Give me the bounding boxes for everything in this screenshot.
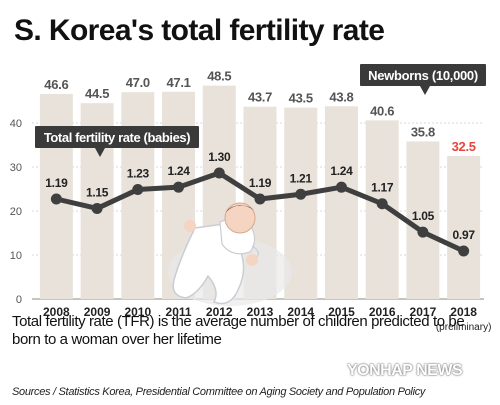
tfr-point — [335, 181, 347, 193]
chart-title: S. Korea's total fertility rate — [14, 14, 384, 47]
source-note: Sources / Statistics Korea, Presidential… — [12, 386, 426, 398]
tfr-point — [91, 202, 103, 214]
tfr-point — [376, 198, 388, 210]
x-tick-label: 2011 — [166, 305, 192, 319]
bar-value-label: 43.8 — [329, 89, 353, 104]
x-tick-label: 2010 — [124, 305, 151, 319]
bar-value-label: 43.7 — [248, 90, 272, 105]
x-tick-label: 2018 — [450, 305, 477, 319]
tfr-value-label: 1.05 — [412, 209, 435, 223]
bar-labels: 46.6 44.5 47.0 47.1 48.5 43.7 43.5 43.8 40.6 35.8… — [44, 69, 476, 154]
tfr-point — [50, 193, 62, 205]
bar — [324, 106, 358, 299]
tfr-value-label: 1.21 — [290, 171, 313, 185]
tfr-legend: Total fertility rate (babies) — [35, 126, 199, 157]
x-tick-label: 2009 — [84, 305, 111, 319]
bar — [406, 141, 440, 299]
line-series — [50, 167, 470, 257]
x-tick-label: 2012 — [206, 305, 233, 319]
tfr-legend-label: Total fertility rate (babies) — [44, 130, 190, 145]
y-tick-label: 30 — [10, 162, 22, 174]
tfr-point — [254, 193, 266, 205]
x-tick-label: 2008 — [43, 305, 70, 319]
bar-value-label: 47.0 — [126, 75, 150, 90]
x-tick-label: 2014 — [287, 305, 314, 319]
bar-value-label: 43.5 — [289, 91, 313, 106]
tfr-value-label: 1.30 — [208, 150, 231, 164]
x-axis-ticks: 2008 2009 2010 2011 2012 2013 2014 2015 2016 2017… — [43, 305, 477, 319]
bar-value-label: 44.5 — [85, 86, 109, 101]
x-tick-label: 2016 — [369, 305, 396, 319]
baby-illustration — [168, 202, 292, 306]
tfr-value-label: 1.19 — [249, 176, 272, 190]
bar-value-label: 46.6 — [44, 77, 68, 92]
tfr-point — [213, 167, 225, 179]
y-tick-label: 0 — [16, 294, 22, 306]
x-tick-label: 2017 — [410, 305, 437, 319]
y-tick-label: 20 — [10, 206, 22, 218]
newborns-legend: Newborns (10,000) — [360, 64, 486, 95]
newborns-legend-label: Newborns (10,000) — [368, 68, 478, 83]
tfr-value-label: 1.15 — [86, 185, 109, 199]
y-tick-label: 10 — [10, 250, 22, 262]
bar-value-label: 47.1 — [166, 75, 190, 90]
tfr-value-label: 1.17 — [371, 181, 394, 195]
tfr-value-label: 1.19 — [45, 176, 68, 190]
tfr-point — [458, 245, 470, 257]
bar-value-label: 40.6 — [370, 103, 394, 118]
x-tick-label: 2015 — [328, 305, 355, 319]
x-tick-label: 2013 — [247, 305, 274, 319]
bar-value-label: 35.8 — [411, 124, 435, 139]
tfr-value-label: 1.24 — [330, 164, 353, 178]
yonhap-watermark: YONHAP NEWS — [347, 362, 463, 379]
tfr-point — [132, 184, 144, 196]
definition-caption: Total fertility rate (TFR) is the averag… — [12, 313, 465, 348]
bar-value-label: 32.5 — [452, 139, 476, 154]
tfr-value-label: 1.23 — [127, 167, 150, 181]
line-labels: 1.19 1.15 1.23 1.24 1.30 1.19 1.21 1.24 1.17 1.05… — [45, 150, 475, 242]
tfr-value-label: 0.97 — [453, 228, 476, 242]
tfr-point — [173, 181, 185, 193]
tfr-point — [417, 226, 429, 238]
bar — [447, 156, 481, 299]
preliminary-note: (preliminary) — [436, 322, 492, 333]
y-axis-ticks: 0 10 20 30 40 — [10, 118, 22, 306]
tfr-value-label: 1.24 — [167, 164, 190, 178]
tfr-point — [295, 188, 307, 200]
bar-value-label: 48.5 — [207, 69, 231, 84]
y-tick-label: 40 — [10, 118, 22, 130]
